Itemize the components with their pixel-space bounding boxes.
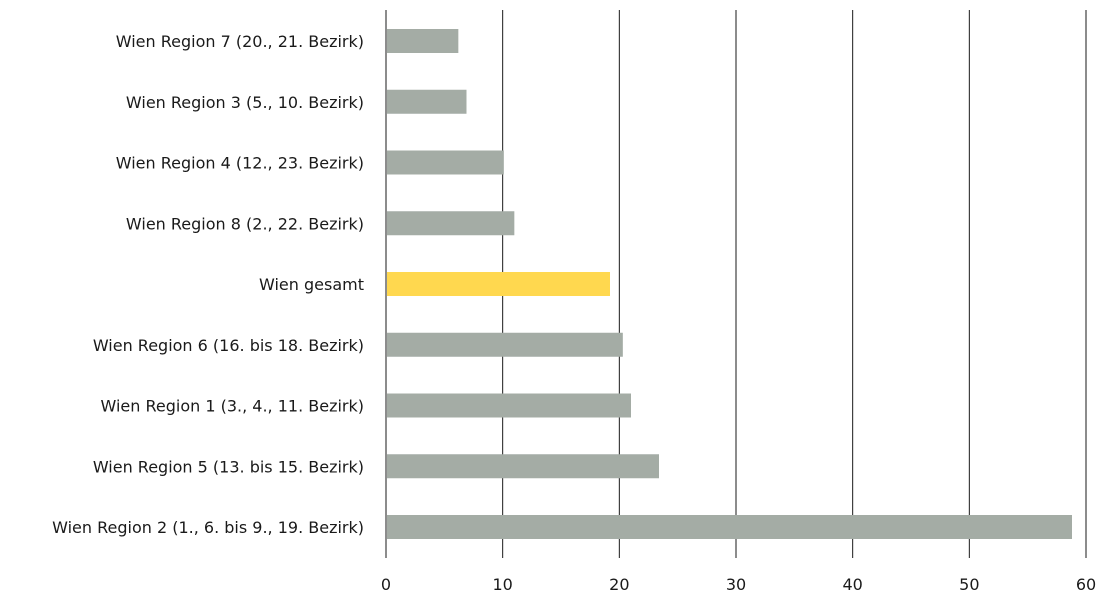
x-tick-label: 20 xyxy=(609,575,629,594)
x-tick-labels: 0 10 20 30 40 50 60 xyxy=(381,575,1096,594)
bar xyxy=(387,332,623,357)
category-label: Wien Region 3 (5., 10. Bezirk) xyxy=(126,93,364,112)
bars xyxy=(387,29,1072,539)
gridlines xyxy=(385,10,1087,558)
bar xyxy=(387,150,504,175)
bar xyxy=(387,89,467,114)
bar-highlight xyxy=(387,272,610,296)
category-label: Wien Region 7 (20., 21. Bezirk) xyxy=(116,32,364,51)
x-tick-label: 40 xyxy=(842,575,862,594)
category-label: Wien Region 4 (12., 23. Bezirk) xyxy=(116,154,364,173)
category-label: Wien Region 8 (2., 22. Bezirk) xyxy=(126,214,364,233)
x-tick-label: 60 xyxy=(1076,575,1096,594)
x-tick-label: 30 xyxy=(726,575,746,594)
x-tick-label: 0 xyxy=(381,575,391,594)
bar xyxy=(387,393,631,418)
bar xyxy=(387,29,459,53)
x-tick-label: 10 xyxy=(492,575,512,594)
bar xyxy=(387,454,659,479)
x-tick-label: 50 xyxy=(959,575,979,594)
category-label: Wien Region 2 (1., 6. bis 9., 19. Bezirk… xyxy=(52,518,364,537)
category-labels: Wien Region 7 (20., 21. Bezirk) Wien Regi… xyxy=(52,32,364,537)
bar xyxy=(387,211,515,236)
category-label: Wien Region 5 (13. bis 15. Bezirk) xyxy=(93,457,364,476)
category-label: Wien gesamt xyxy=(259,275,364,294)
bar xyxy=(387,515,1072,539)
category-label: Wien Region 6 (16. bis 18. Bezirk) xyxy=(93,336,364,355)
category-label: Wien Region 1 (3., 4., 11. Bezirk) xyxy=(100,397,364,416)
